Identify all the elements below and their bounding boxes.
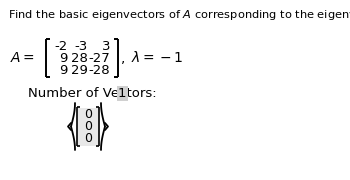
- Text: 0: 0: [84, 132, 92, 145]
- Text: 28: 28: [71, 51, 88, 64]
- Text: Number of Vectors:: Number of Vectors:: [28, 87, 161, 100]
- Text: 3: 3: [102, 39, 110, 53]
- Text: Find the basic eigenvectors of $A$ corresponding to the eigenvalue $\lambda$.: Find the basic eigenvectors of $A$ corre…: [8, 8, 350, 22]
- Text: 29: 29: [71, 64, 88, 76]
- Text: -27: -27: [88, 51, 110, 64]
- Bar: [77, 107, 98, 145]
- Text: 0: 0: [84, 120, 92, 132]
- Text: 9: 9: [60, 64, 68, 76]
- Text: 0: 0: [84, 107, 92, 120]
- Text: -3: -3: [75, 39, 88, 53]
- Text: $,\ \lambda = -1$: $,\ \lambda = -1$: [120, 50, 183, 66]
- Text: -28: -28: [88, 64, 110, 76]
- Text: $A =$: $A =$: [10, 51, 35, 65]
- Text: 9: 9: [60, 51, 68, 64]
- Text: -2: -2: [55, 39, 68, 53]
- Text: 1: 1: [118, 87, 126, 100]
